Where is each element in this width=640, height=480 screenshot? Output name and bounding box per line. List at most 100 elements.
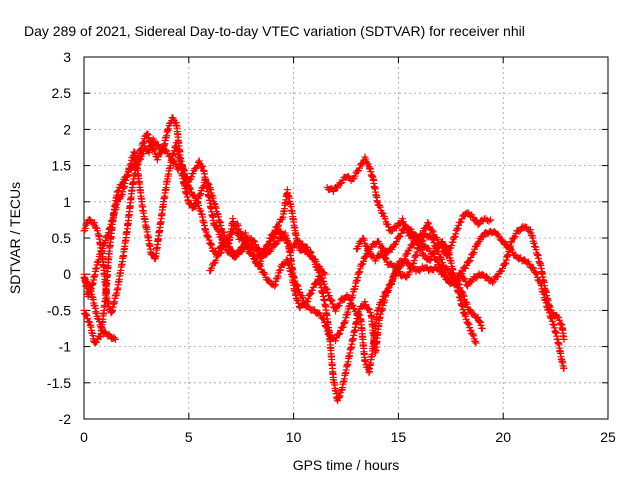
data-marker [429, 235, 437, 243]
data-marker [111, 335, 119, 343]
y-tick-label: 3 [63, 49, 71, 65]
data-marker [82, 310, 90, 318]
data-marker [401, 255, 409, 263]
data-marker [309, 283, 317, 291]
data-marker [393, 238, 401, 246]
data-marker [428, 226, 436, 234]
data-marker [387, 279, 395, 287]
data-marker [197, 207, 205, 215]
data-marker [151, 147, 159, 155]
data-marker [262, 246, 270, 254]
data-marker [191, 203, 199, 211]
y-tick-label: 2.5 [52, 85, 72, 101]
data-marker [376, 240, 384, 248]
data-marker [364, 244, 372, 252]
data-marker [533, 270, 541, 278]
data-marker [275, 221, 283, 229]
data-marker [485, 217, 493, 225]
data-marker [507, 245, 515, 253]
data-marker [219, 228, 227, 236]
data-marker [382, 255, 390, 263]
data-marker [235, 235, 243, 243]
data-marker [306, 290, 314, 298]
data-marker [281, 233, 289, 241]
data-marker [86, 318, 94, 326]
data-marker [356, 311, 364, 319]
data-marker [359, 234, 367, 242]
data-marker [380, 292, 388, 300]
data-marker [532, 269, 540, 277]
data-marker [556, 319, 564, 327]
y-tick-label: 2 [63, 121, 71, 137]
data-marker [379, 209, 387, 217]
data-marker [195, 157, 203, 165]
data-marker [110, 334, 118, 342]
x-tick-label: 15 [391, 429, 407, 445]
data-marker [298, 292, 306, 300]
x-tick-labels: 0 5 10 15 20 25 [80, 429, 616, 445]
y-tick-label: -0.5 [47, 302, 71, 318]
data-marker [260, 269, 268, 277]
data-marker [250, 255, 258, 263]
data-marker [458, 288, 466, 296]
data-marker [425, 220, 433, 228]
y-axis-label: SDTVAR / TECUs [7, 182, 23, 294]
data-marker [189, 170, 197, 178]
data-marker [498, 236, 506, 244]
x-tick-label: 25 [600, 429, 616, 445]
data-marker [354, 242, 362, 250]
data-marker [240, 242, 248, 250]
data-marker [188, 173, 196, 181]
data-marker [419, 236, 427, 244]
data-marker [461, 312, 469, 320]
data-marker [362, 253, 370, 261]
data-marker [312, 279, 320, 287]
data-marker [454, 280, 462, 288]
data-marker [83, 312, 91, 320]
data-marker [426, 257, 434, 265]
data-marker [464, 319, 472, 327]
data-marker [321, 270, 329, 278]
data-marker [390, 262, 398, 270]
x-tick-label: 0 [80, 429, 88, 445]
x-tick-label: 5 [185, 429, 193, 445]
y-tick-label: 0 [63, 266, 71, 282]
data-marker [388, 246, 396, 254]
data-marker [478, 325, 486, 332]
data-marker [536, 277, 544, 285]
data-marker [401, 221, 409, 229]
data-marker [360, 236, 368, 244]
y-tick-label: 1.5 [52, 158, 72, 174]
data-marker [511, 233, 519, 241]
data-marker [466, 326, 474, 334]
data-marker [434, 257, 442, 265]
data-marker [329, 303, 337, 311]
data-marker [285, 239, 293, 247]
data-marker [555, 316, 563, 324]
x-axis-label: GPS time / hours [293, 457, 400, 473]
data-marker [482, 272, 490, 280]
data-marker [205, 181, 213, 189]
data-marker [346, 296, 354, 304]
data-marker [442, 243, 450, 251]
data-marker [162, 146, 170, 154]
data-marker [351, 172, 359, 180]
data-marker [429, 236, 437, 244]
data-marker [381, 215, 389, 223]
data-marker [384, 284, 392, 292]
data-marker [430, 239, 438, 247]
data-marker [299, 294, 307, 302]
data-marker [378, 296, 386, 304]
data-marker [328, 297, 336, 305]
data-marker [465, 320, 473, 328]
data-marker [395, 268, 403, 276]
data-marker [424, 219, 432, 227]
data-marker [390, 272, 398, 280]
data-marker [264, 276, 272, 284]
data-marker [239, 243, 247, 251]
y-tick-label: -2 [59, 411, 72, 427]
data-marker [452, 275, 460, 283]
data-marker [494, 273, 502, 281]
data-marker [521, 256, 529, 264]
